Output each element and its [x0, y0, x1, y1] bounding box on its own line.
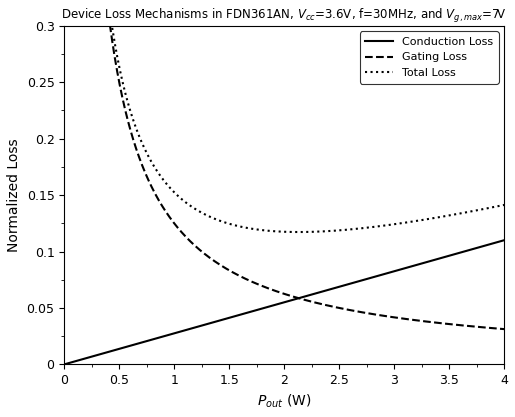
Total Loss — [61, 23, 67, 28]
Conduction Loss — [239, 311, 245, 317]
Legend: Conduction Loss, Gating Loss, Total Loss: Conduction Loss, Gating Loss, Total Loss — [359, 31, 499, 83]
Total Loss — [239, 224, 245, 229]
Conduction Loss — [106, 349, 112, 354]
Total Loss — [501, 203, 507, 208]
Conduction Loss — [255, 307, 261, 312]
Gating Loss — [255, 282, 261, 287]
Gating Loss — [239, 275, 245, 280]
Line: Conduction Loss: Conduction Loss — [64, 240, 504, 364]
Gating Loss — [501, 327, 507, 332]
Gating Loss — [412, 318, 418, 323]
Y-axis label: Normalized Loss: Normalized Loss — [7, 138, 21, 252]
Title: Device Loss Mechanisms in FDN361AN, $V_{cc}$=3.6V, f=30MHz, and $V_{g,max}$=7V: Device Loss Mechanisms in FDN361AN, $V_{… — [61, 7, 507, 25]
X-axis label: $P_{out}$ (W): $P_{out}$ (W) — [257, 393, 312, 410]
Conduction Loss — [363, 276, 369, 281]
Total Loss — [296, 229, 302, 234]
Conduction Loss — [61, 362, 67, 367]
Total Loss — [106, 23, 112, 28]
Gating Loss — [404, 317, 410, 322]
Gating Loss — [106, 23, 112, 28]
Conduction Loss — [404, 265, 410, 270]
Total Loss — [364, 225, 370, 230]
Gating Loss — [61, 23, 67, 28]
Line: Gating Loss: Gating Loss — [64, 26, 504, 329]
Conduction Loss — [501, 238, 507, 243]
Gating Loss — [363, 311, 369, 316]
Total Loss — [255, 227, 261, 232]
Total Loss — [413, 219, 419, 224]
Line: Total Loss: Total Loss — [64, 26, 504, 232]
Conduction Loss — [412, 263, 418, 268]
Total Loss — [405, 220, 411, 225]
